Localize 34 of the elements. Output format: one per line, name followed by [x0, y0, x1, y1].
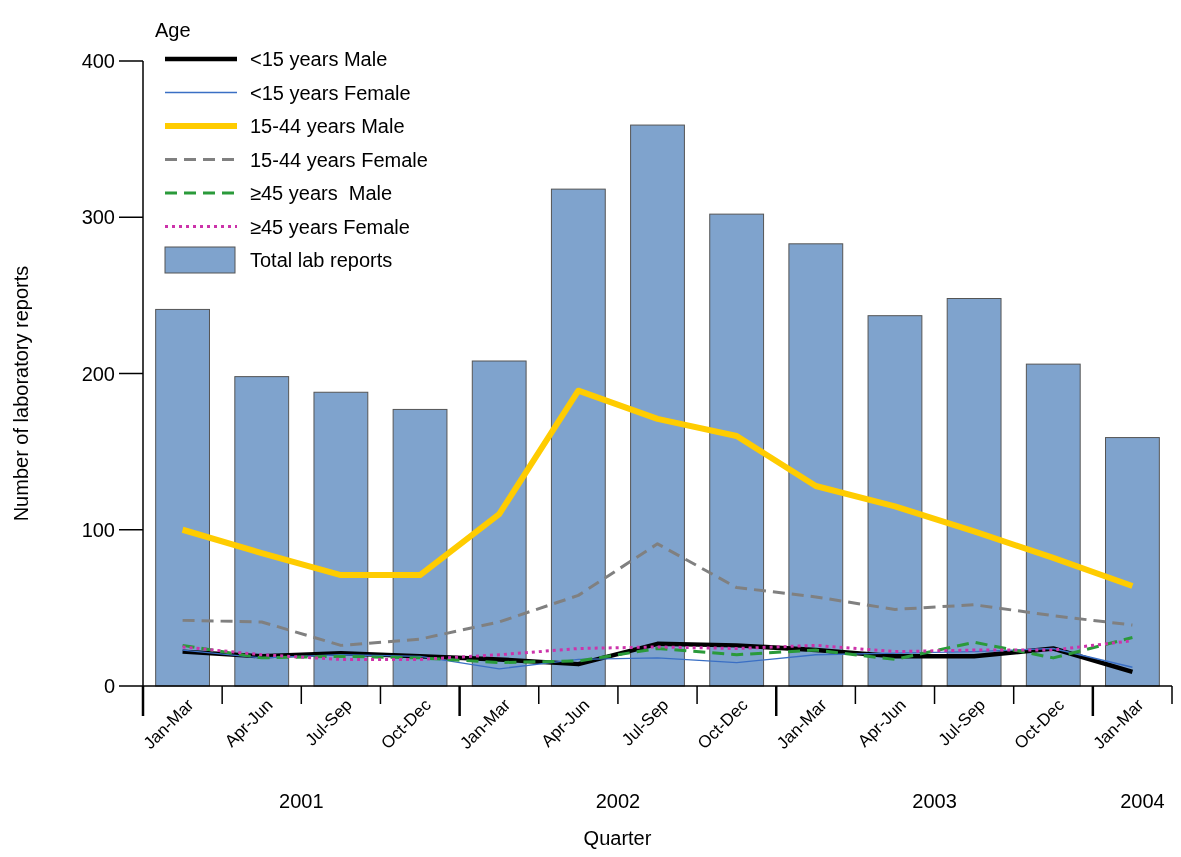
y-axis-title: Number of laboratory reports	[10, 265, 32, 522]
bar	[867, 315, 923, 687]
line-series	[181, 542, 1134, 647]
bar	[709, 213, 765, 687]
bar	[234, 376, 290, 687]
bar	[471, 360, 527, 687]
bar	[1025, 363, 1081, 687]
legend-label: ≥45 years Female	[250, 215, 410, 238]
x-axis-title: Quarter	[583, 827, 652, 849]
bar	[392, 408, 448, 687]
bar	[946, 298, 1002, 687]
text: 2003	[912, 790, 957, 812]
y-tick-label: 200	[81, 362, 115, 385]
y-tick-label: 0	[103, 675, 115, 697]
bar	[550, 188, 606, 687]
y-tick-label: 300	[81, 206, 115, 229]
legend-title: Age	[155, 19, 191, 41]
text: 2004	[1120, 790, 1165, 812]
legend-label: Total lab reports	[250, 249, 393, 271]
bar	[155, 308, 210, 687]
bar	[788, 243, 844, 687]
legend-label: 15-44 years Female	[250, 148, 428, 171]
text: 2001	[279, 790, 324, 812]
bar	[630, 124, 685, 687]
bar	[1105, 437, 1160, 687]
text: 2002	[595, 790, 641, 812]
bar	[313, 391, 369, 687]
line-series	[181, 647, 1134, 670]
legend-label: <15 years Male	[250, 48, 388, 70]
legend-label: <15 years Female	[250, 81, 411, 104]
legend-label: ≥45 years Male	[250, 182, 393, 204]
y-tick-label: 400	[81, 50, 115, 72]
legend-label: 15-44 years Male	[250, 115, 405, 137]
y-tick-label: 100	[81, 518, 115, 541]
